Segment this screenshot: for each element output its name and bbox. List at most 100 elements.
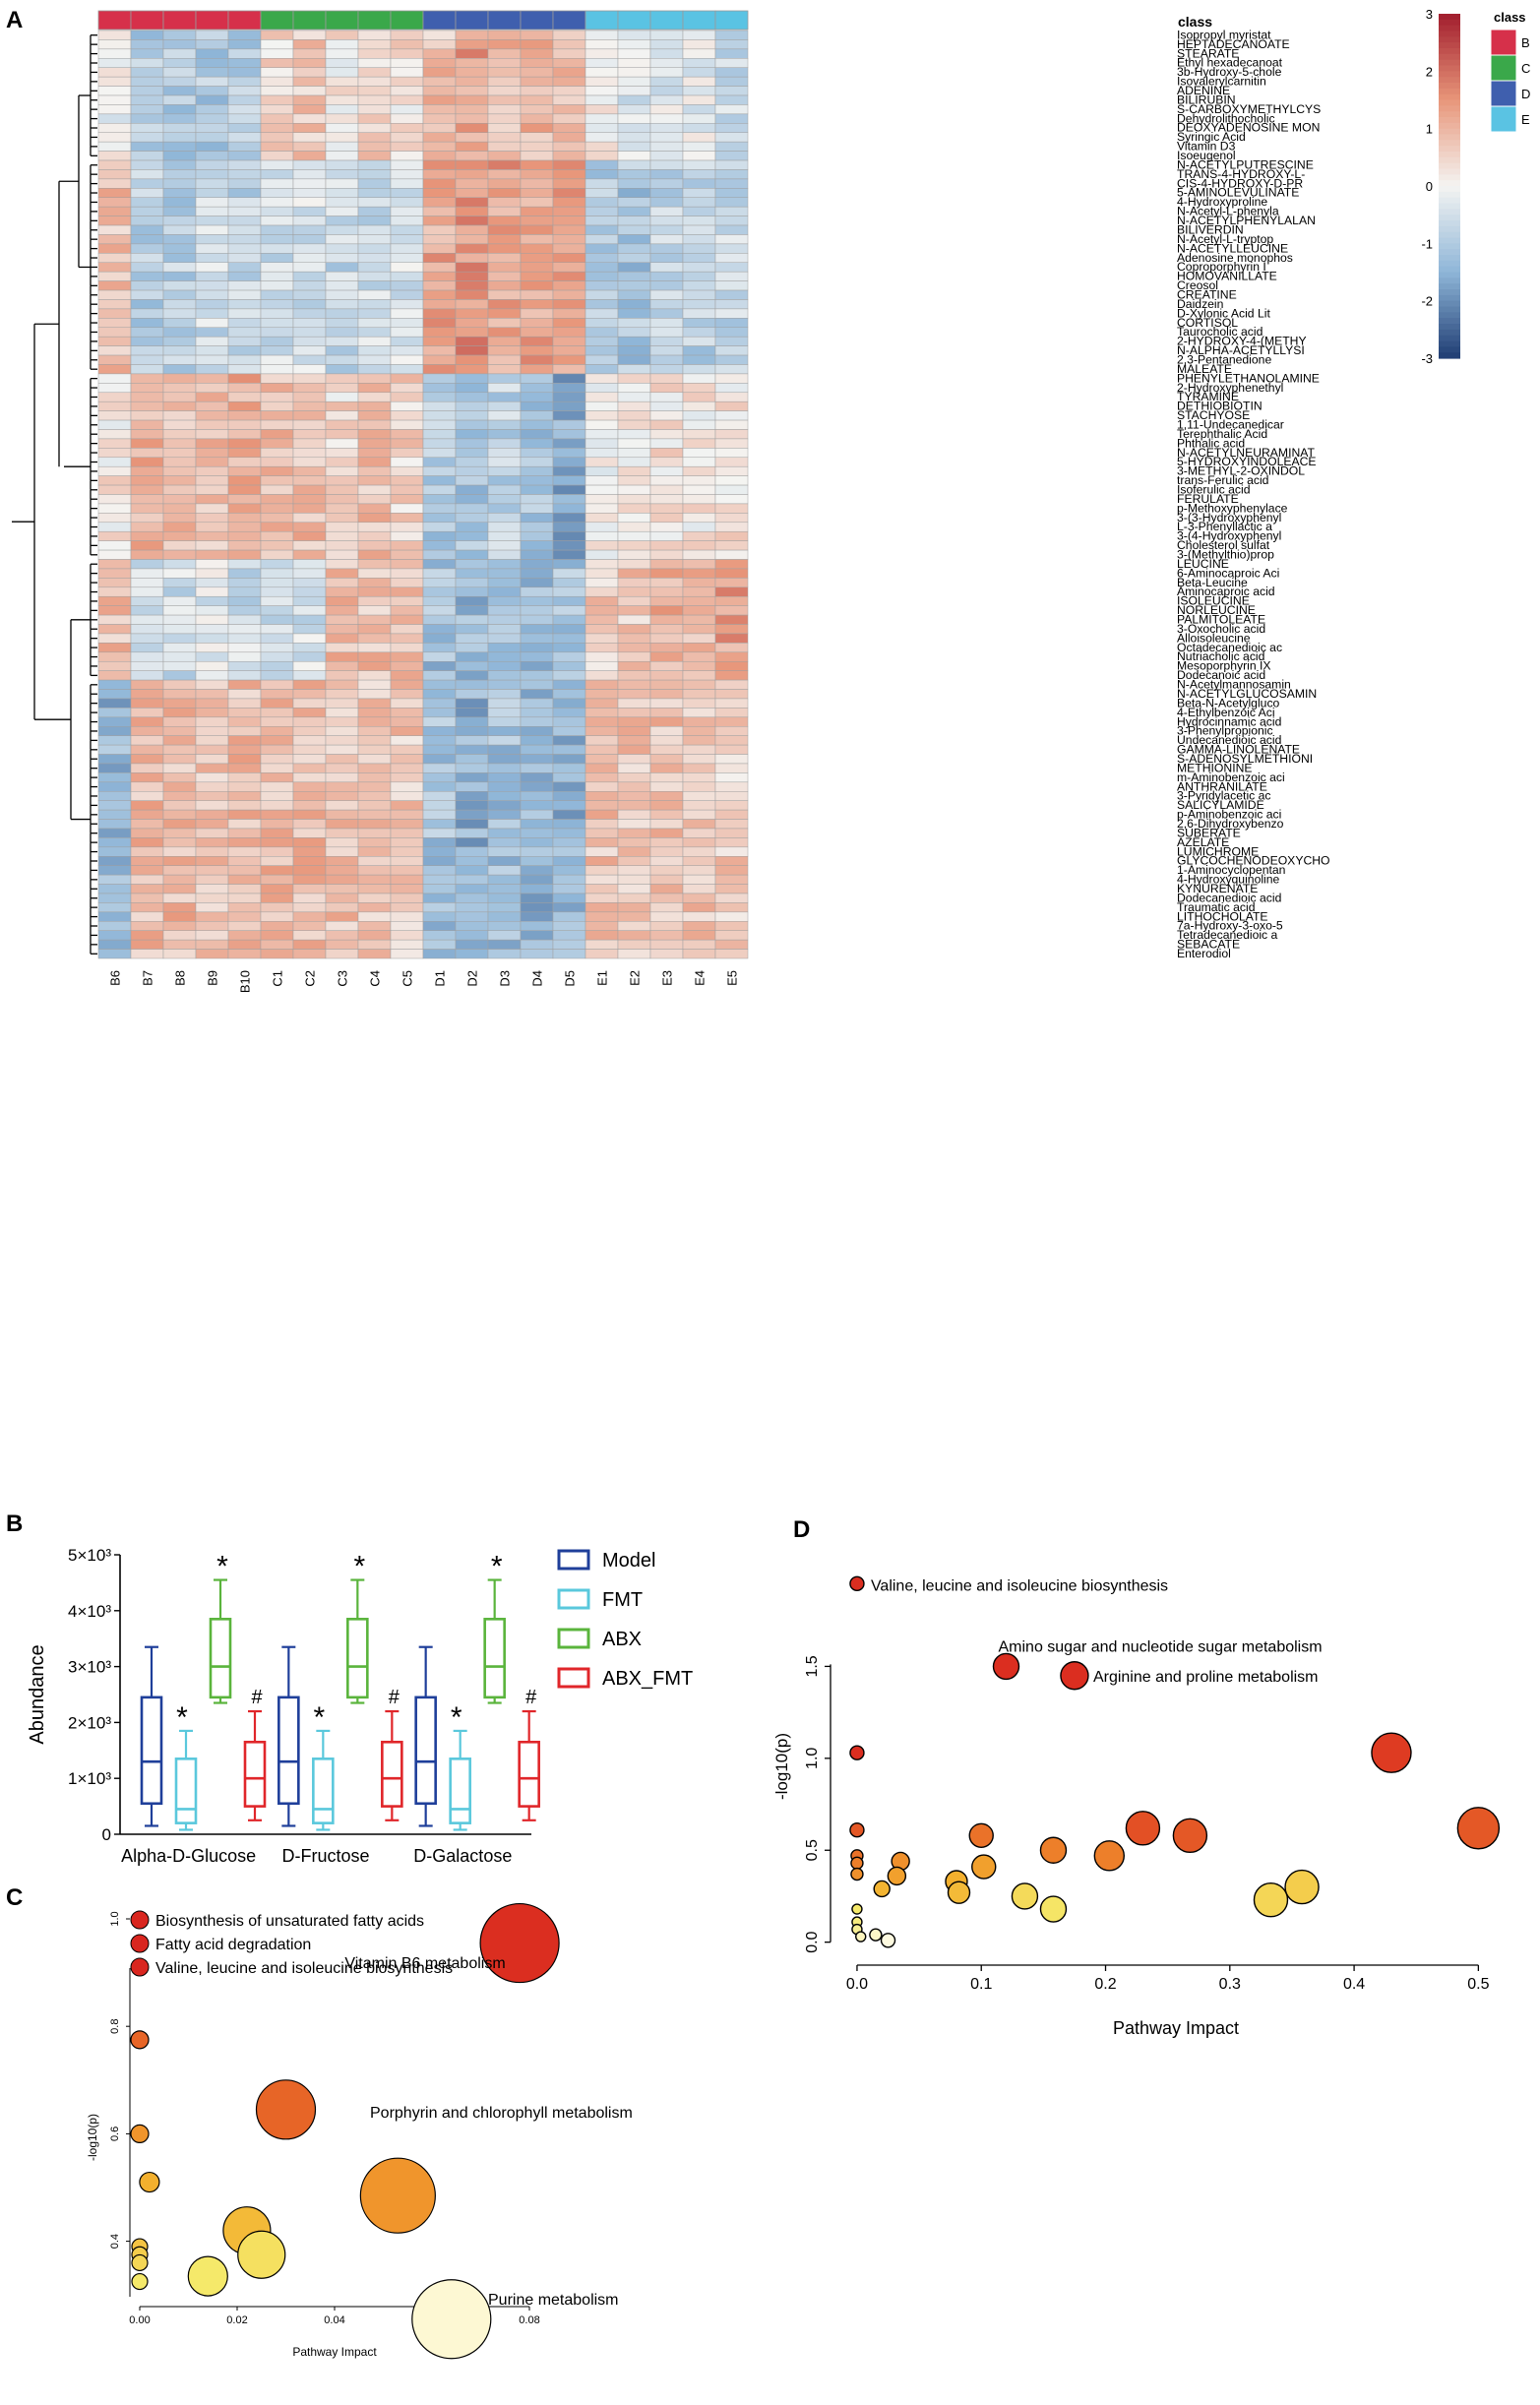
box-body: [277, 1696, 300, 1806]
heatmap-cell: [357, 401, 392, 411]
heatmap-cell: [585, 494, 619, 505]
heatmap-cell: [714, 410, 749, 421]
heatmap-cell: [162, 113, 197, 124]
heatmap-cell: [552, 884, 586, 894]
heatmap-cell: [714, 744, 749, 755]
row-label: GLYCOCHENODEOXYCHO: [1177, 854, 1330, 868]
heatmap-cell: [487, 660, 522, 671]
heatmap-cell: [97, 141, 132, 152]
row-label: Traumatic acid: [1177, 900, 1255, 914]
heatmap-cell: [487, 206, 522, 216]
heatmap-cell: [455, 410, 489, 421]
heatmap-cell: [520, 429, 554, 440]
heatmap-cell: [585, 253, 619, 264]
heatmap-cell: [162, 679, 197, 690]
heatmap-cell: [97, 58, 132, 68]
heatmap-cell: [617, 643, 651, 653]
heatmap-cell: [195, 530, 229, 541]
heatmap-cell: [520, 327, 554, 338]
heatmap-cell: [390, 197, 424, 208]
heatmap-cell: [195, 429, 229, 440]
heatmap-cell: [552, 30, 586, 40]
heatmap-cell: [585, 271, 619, 281]
heatmap-cell: [585, 206, 619, 216]
heatmap-cell: [130, 874, 164, 885]
heatmap-cell: [520, 754, 554, 765]
heatmap-cell: [455, 224, 489, 235]
heatmap-cell: [260, 522, 294, 532]
heatmap-cell: [162, 884, 197, 894]
heatmap-cell: [520, 465, 554, 476]
heatmap-cell: [260, 744, 294, 755]
row-label: Tetradecanedioic a: [1177, 928, 1278, 942]
row-label: Vitamin D3: [1177, 140, 1236, 154]
heatmap-cell: [130, 735, 164, 746]
heatmap-cell: [130, 410, 164, 421]
x-category-label: D-Fructose: [281, 1846, 369, 1866]
heatmap-cell: [552, 513, 586, 524]
heatmap-cell: [552, 392, 586, 402]
row-label: HEPTADECANOATE: [1177, 37, 1290, 51]
heatmap-cell: [357, 188, 392, 198]
heatmap-cell: [292, 530, 327, 541]
heatmap-cell: [552, 243, 586, 254]
heatmap-cell: [325, 605, 359, 616]
heatmap-cell: [325, 781, 359, 792]
heatmap-cell: [520, 336, 554, 346]
heatmap-cell: [227, 651, 262, 662]
color-scale-segment: [1439, 215, 1460, 221]
heatmap-cell: [325, 429, 359, 440]
heatmap-cell: [585, 837, 619, 848]
heatmap-cell: [520, 921, 554, 931]
heatmap-cell: [292, 216, 327, 226]
heatmap-cell: [455, 197, 489, 208]
heatmap-cell: [520, 744, 554, 755]
heatmap-cell: [520, 614, 554, 625]
heatmap-cell: [422, 605, 457, 616]
heatmap-cell: [422, 280, 457, 291]
heatmap-cell: [552, 197, 586, 208]
heatmap-cell: [617, 605, 651, 616]
heatmap-cell: [487, 383, 522, 394]
heatmap-cell: [162, 568, 197, 579]
heatmap-cell: [357, 809, 392, 820]
heatmap-cell: [357, 151, 392, 161]
bubble-point: [130, 2030, 150, 2050]
heatmap-cell: [357, 308, 392, 319]
heatmap-cell: [390, 216, 424, 226]
heatmap-cell: [520, 643, 554, 653]
heatmap-cell: [195, 243, 229, 254]
bubble-point: [130, 2124, 150, 2143]
heatmap-cell: [487, 865, 522, 876]
heatmap-cell: [162, 39, 197, 50]
heatmap-cell: [97, 206, 132, 216]
heatmap-cell: [422, 345, 457, 356]
row-label: D-Xylonic Acid Lit: [1177, 306, 1270, 320]
y-tick-label: 0: [102, 1825, 111, 1844]
heatmap-cell: [357, 781, 392, 792]
heatmap-cell: [162, 708, 197, 718]
heatmap-cell: [455, 104, 489, 115]
row-label: PHENYLETHANOLAMINE: [1177, 371, 1320, 385]
heatmap-cell: [227, 893, 262, 903]
heatmap-cell: [585, 188, 619, 198]
heatmap-cell: [357, 828, 392, 838]
color-scale-segment: [1439, 111, 1460, 118]
heatmap-cell: [227, 605, 262, 616]
heatmap-cell: [390, 410, 424, 421]
heatmap-cell: [422, 271, 457, 281]
heatmap-cell: [292, 336, 327, 346]
heatmap-cell: [585, 113, 619, 124]
heatmap-cell: [130, 178, 164, 189]
heatmap-cell: [260, 234, 294, 245]
heatmap-cell: [292, 383, 327, 394]
heatmap-cell: [292, 392, 327, 402]
heatmap-cell: [617, 549, 651, 560]
heatmap-cell: [422, 698, 457, 709]
box-body: [209, 1618, 232, 1699]
heatmap-cell: [227, 67, 262, 78]
heatmap-cell: [130, 289, 164, 300]
heatmap-cell: [357, 744, 392, 755]
heatmap-cell: [130, 503, 164, 514]
heatmap-cell: [130, 939, 164, 950]
